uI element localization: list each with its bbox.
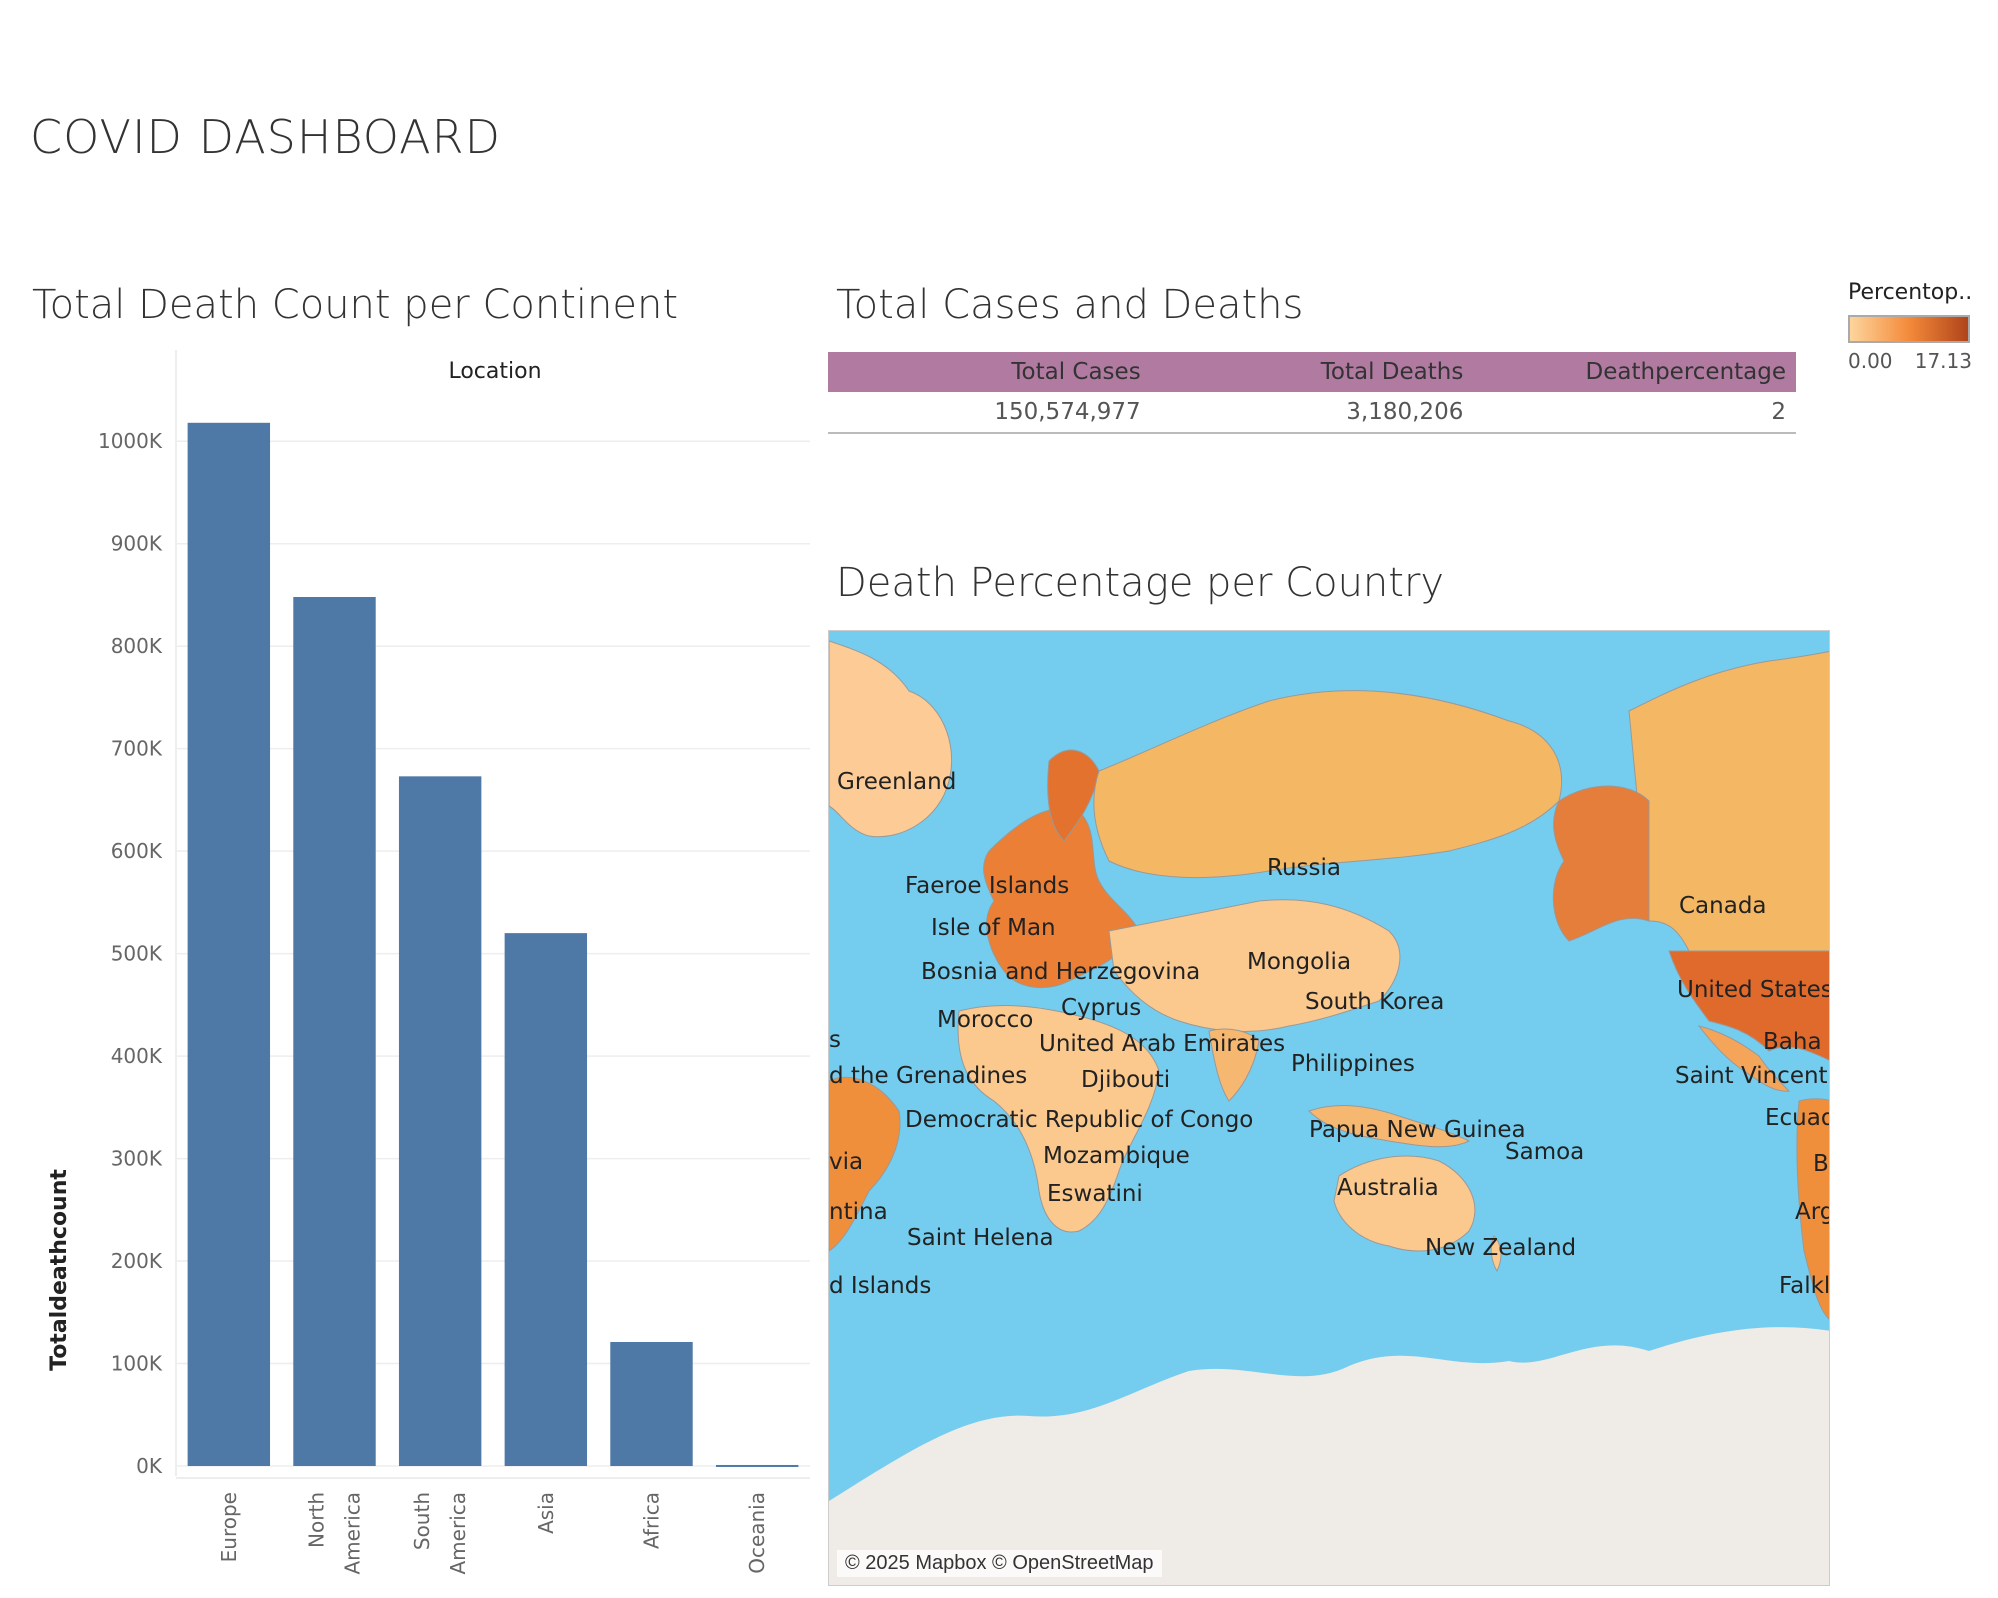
label-bosnia: Bosnia and Herzegovina [921, 959, 1201, 985]
x-tick-label: North America [305, 1492, 365, 1575]
label-morocco: Morocco [937, 1007, 1034, 1033]
map-shapes [829, 640, 1829, 1585]
legend-min: 0.00 [1848, 349, 1893, 373]
table-row: 150,574,977 3,180,206 2 [828, 392, 1796, 434]
label-south-korea: South Korea [1305, 989, 1445, 1015]
label-mozambique: Mozambique [1043, 1143, 1190, 1169]
x-tick-label: Africa [640, 1492, 664, 1549]
value-total-deaths: 3,180,206 [1346, 399, 1464, 425]
y-tick-label: 600K [111, 839, 163, 863]
location-header: Location [448, 359, 541, 384]
africa-shape [957, 1005, 1160, 1233]
y-tick-label: 300K [111, 1147, 163, 1171]
x-tick-label: Asia [534, 1492, 558, 1534]
y-tick-label: 900K [111, 532, 163, 556]
label-philippines: Philippines [1291, 1051, 1415, 1077]
y-tick-label: 800K [111, 634, 163, 658]
india-shape [1208, 1028, 1260, 1102]
y-tick-label: 200K [111, 1249, 163, 1273]
bar-africa[interactable] [610, 1342, 693, 1466]
label-isle-of-man: Isle of Man [931, 915, 1056, 941]
australia-shape [1333, 1155, 1476, 1252]
map-title: Death Percentage per Country [836, 560, 1445, 606]
label-partial-s: s [829, 1027, 841, 1053]
legend-gradient [1848, 315, 1970, 343]
world-map[interactable]: Greenland Faeroe Islands Isle of Man Bos… [828, 630, 1830, 1586]
table-title: Total Cases and Deaths [836, 282, 1304, 328]
asia-shape [1108, 899, 1401, 1032]
label-drc: Democratic Republic of Congo [905, 1107, 1254, 1133]
y-axis-title: Totaldeathcount [47, 1169, 72, 1371]
label-new-zealand: New Zealand [1425, 1235, 1577, 1261]
legend-title: Percentop.. [1848, 280, 1973, 305]
bar-asia[interactable] [504, 933, 588, 1466]
bar-chart[interactable]: Location Totaldeathcount 0K 100K 200K 300K 4… [0, 340, 820, 1590]
bar-oceania[interactable] [715, 1464, 799, 1467]
label-brazil-partial: B [1813, 1151, 1829, 1177]
label-argentina-right-partial: Arg [1795, 1199, 1829, 1225]
x-tick-label: Oceania [745, 1492, 769, 1574]
south-america-left-shape [829, 1076, 901, 1252]
label-argentina-partial: ntina [829, 1199, 888, 1225]
label-greenland: Greenland [837, 769, 957, 795]
south-america-right-shape [1796, 1098, 1829, 1320]
label-australia: Australia [1337, 1175, 1439, 1201]
label-uae: United Arab Emirates [1039, 1031, 1286, 1057]
label-grenadines-partial: d the Grenadines [829, 1063, 1028, 1089]
map-credit[interactable]: © 2025 Mapbox © OpenStreetMap [837, 1550, 1162, 1577]
header-total-deaths: Total Deaths [1320, 359, 1464, 385]
label-ecuador-partial: Ecuad [1765, 1105, 1830, 1131]
label-eswatini: Eswatini [1047, 1181, 1143, 1207]
label-bolivia-partial: via [829, 1149, 864, 1175]
value-total-cases: 150,574,977 [994, 399, 1141, 425]
table-header: Total Cases Total Deaths Deathpercentage [828, 352, 1796, 392]
header-total-cases: Total Cases [1011, 359, 1141, 385]
label-canada: Canada [1679, 893, 1767, 919]
southeast-asia-shape [1308, 1105, 1471, 1148]
label-djibouti: Djibouti [1081, 1067, 1171, 1093]
label-cyprus: Cyprus [1061, 995, 1142, 1021]
antarctica-shape [829, 1327, 1829, 1585]
bar-south-america[interactable] [398, 776, 482, 1466]
y-tick-label: 500K [111, 942, 163, 966]
y-tick-label: 400K [111, 1044, 163, 1068]
dashboard-title: COVID DASHBOARD [30, 110, 502, 164]
label-saint-helena: Saint Helena [907, 1225, 1054, 1251]
label-islands-partial: d Islands [829, 1273, 932, 1299]
russia-shape [1093, 690, 1563, 879]
label-falklands-partial: Falkl [1779, 1273, 1830, 1299]
label-united-states: United States [1677, 977, 1830, 1003]
y-tick-label: 0K [136, 1454, 163, 1478]
legend-max: 17.13 [1914, 349, 1972, 373]
x-tick-label: South America [410, 1492, 470, 1575]
greenland-shape [829, 640, 953, 838]
label-bahamas-partial: Baha [1763, 1029, 1822, 1055]
label-papua-new-guinea: Papua New Guinea [1309, 1117, 1526, 1143]
new-zealand-shape [1490, 1235, 1502, 1273]
x-tick-label: Europe [217, 1492, 241, 1562]
y-tick-label: 100K [111, 1352, 163, 1376]
label-mongolia: Mongolia [1247, 949, 1352, 975]
header-death-percentage: Deathpercentage [1585, 359, 1787, 385]
y-tick-label: 1000K [98, 429, 163, 453]
value-death-percentage: 2 [1771, 399, 1787, 425]
summary-table: Total Cases Total Deaths Deathpercentage… [828, 352, 1796, 434]
label-faeroe-islands: Faeroe Islands [905, 873, 1070, 899]
bar-chart-title: Total Death Count per Continent [32, 282, 679, 328]
mexico-shape [1697, 1025, 1791, 1092]
y-tick-label: 700K [111, 737, 163, 761]
label-saint-vincent: Saint Vincent [1675, 1063, 1828, 1089]
label-samoa: Samoa [1505, 1139, 1585, 1165]
label-russia: Russia [1267, 855, 1341, 881]
canada-shape [1628, 650, 1829, 952]
alaska-shape [1552, 785, 1650, 942]
color-legend: Percentop.. 0.00 17.13 [1848, 280, 1972, 373]
usa-shape [1668, 950, 1829, 1061]
bar-north-america[interactable] [293, 597, 376, 1466]
scandinavia-shape [1047, 749, 1100, 842]
bar-europe[interactable] [187, 422, 271, 1467]
